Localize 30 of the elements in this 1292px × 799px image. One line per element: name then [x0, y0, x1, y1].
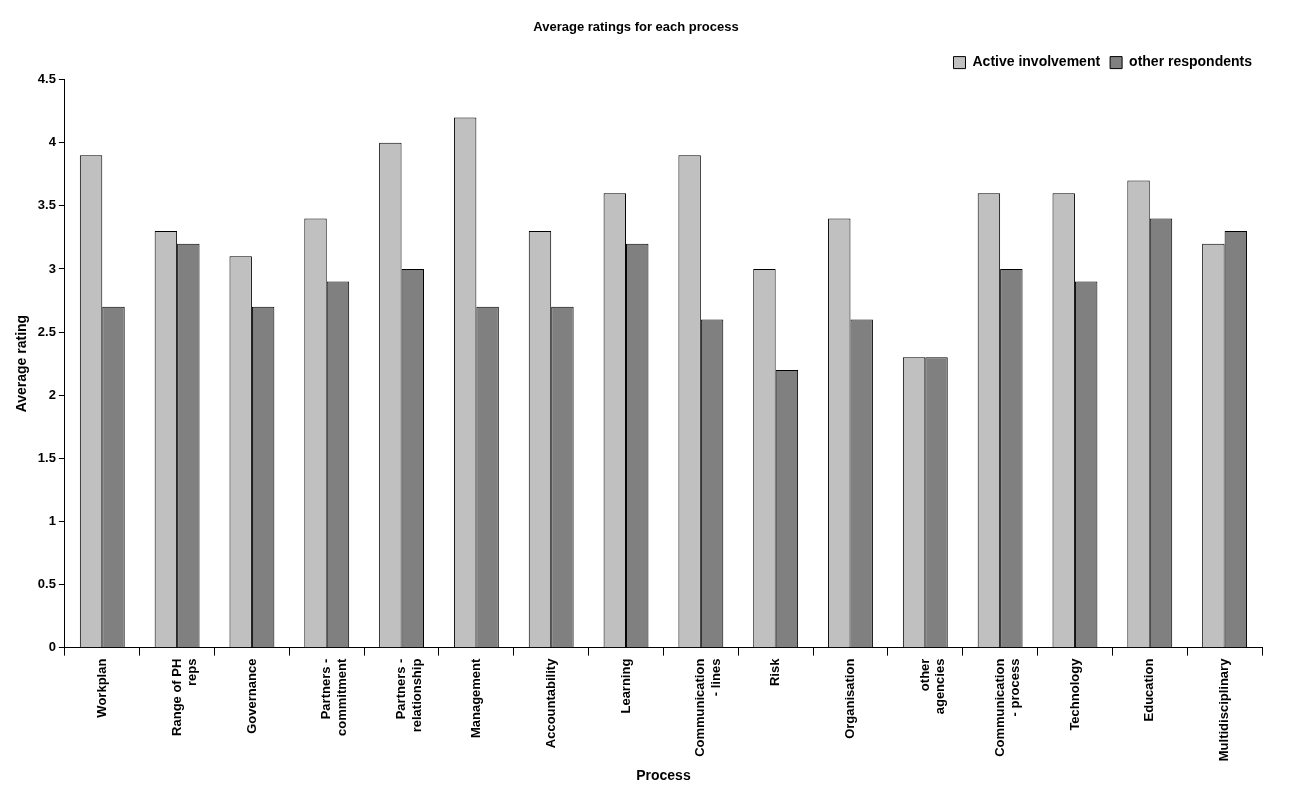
x-tick-label: Management: [467, 657, 483, 739]
y-tick-label: 1.5: [37, 449, 56, 465]
x-tick-label: Organisation: [842, 658, 858, 739]
x-tick-label: Communication - process: [991, 658, 1023, 757]
legend-label: Active involvement: [972, 53, 1101, 70]
chart-title: Average ratings for each process: [533, 19, 739, 35]
y-tick-label: 0.5: [37, 576, 56, 592]
y-tick-label: 2.5: [37, 323, 56, 339]
x-tick-label: Partners - commitment: [318, 657, 349, 736]
x-tick-label: Education: [1141, 658, 1157, 722]
legend-label: other respondents: [1129, 53, 1253, 70]
x-tick-label: Range of PH reps: [168, 658, 200, 736]
x-tick-label: Multidisciplinary: [1216, 657, 1232, 762]
y-tick-label: 3.5: [37, 197, 56, 213]
y-tick-label: 2: [48, 386, 56, 402]
y-tick-label: 4.5: [37, 71, 56, 87]
y-tick-label: 1: [48, 512, 56, 528]
x-tick-label: Technology: [1066, 657, 1082, 731]
x-tick-label: Communication - lines: [692, 658, 724, 757]
x-tick-label: other agencies: [916, 658, 948, 715]
x-tick-label: Governance: [243, 658, 259, 734]
y-tick-label: 0: [48, 639, 56, 655]
x-tick-label: Learning: [617, 658, 633, 714]
x-axis-title: Process: [636, 767, 691, 784]
y-tick-label: 3: [48, 260, 56, 276]
y-axis-title: Average rating: [13, 314, 30, 413]
x-tick-label: Workplan: [93, 658, 109, 718]
x-tick-label: Accountability: [542, 657, 558, 749]
x-tick-label: Risk: [767, 657, 783, 687]
y-tick-label: 4: [48, 134, 57, 150]
